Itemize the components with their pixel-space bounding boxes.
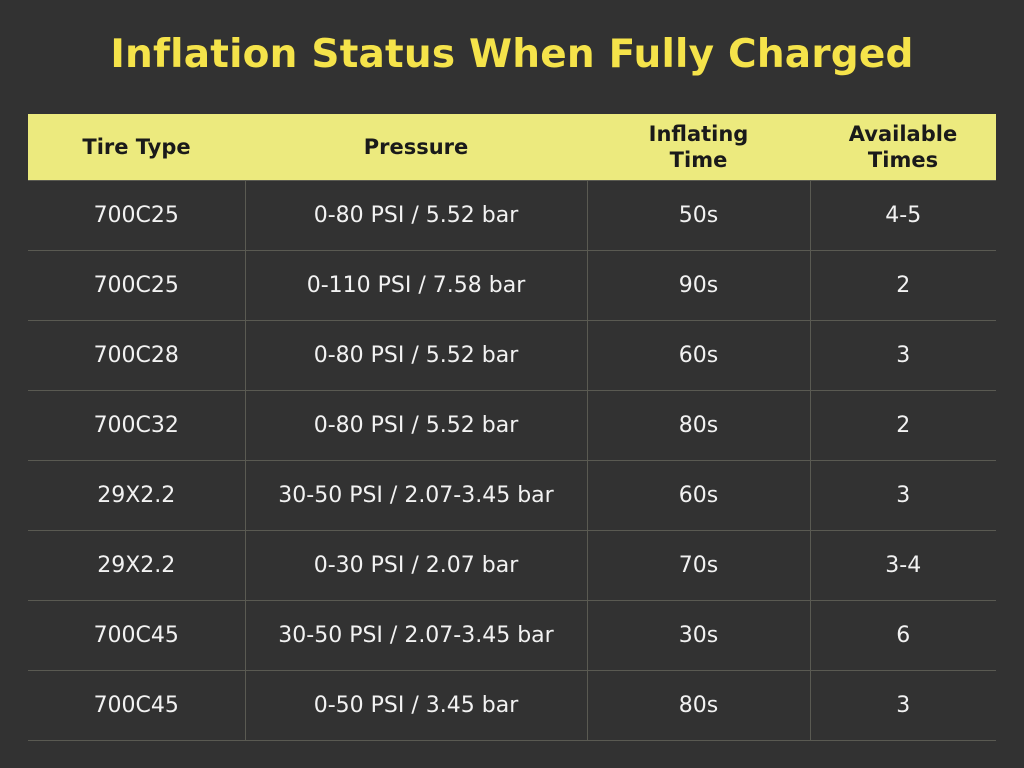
cell-inflating-time: 60s	[586, 460, 810, 531]
table-body: 700C25 0-80 PSI / 5.52 bar 50s 4-5 700C2…	[28, 180, 996, 741]
cell-tire-type: 700C32	[28, 390, 245, 461]
header-inflating-time: Inflating Time	[587, 114, 810, 181]
page-title: Inflation Status When Fully Charged	[110, 32, 914, 77]
cell-available-times: 3	[809, 670, 996, 741]
cell-pressure: 0-30 PSI / 2.07 bar	[244, 530, 587, 601]
table-header: Tire Type Pressure Inflating Time Availa…	[28, 114, 996, 181]
cell-pressure: 0-80 PSI / 5.52 bar	[244, 180, 587, 251]
cell-inflating-time: 30s	[586, 600, 810, 671]
table-row: 700C45 30-50 PSI / 2.07-3.45 bar 30s 6	[28, 600, 996, 671]
cell-available-times: 2	[809, 390, 996, 461]
table-row: 29X2.2 30-50 PSI / 2.07-3.45 bar 60s 3	[28, 460, 996, 531]
cell-inflating-time: 70s	[586, 530, 810, 601]
cell-tire-type: 700C28	[28, 320, 245, 391]
table-row: 700C45 0-50 PSI / 3.45 bar 80s 3	[28, 670, 996, 741]
header-available-times-line1: Available	[848, 122, 958, 146]
cell-inflating-time: 80s	[586, 390, 810, 461]
cell-available-times: 3	[809, 320, 996, 391]
cell-pressure: 0-50 PSI / 3.45 bar	[244, 670, 587, 741]
table-row: 700C32 0-80 PSI / 5.52 bar 80s 2	[28, 390, 996, 461]
table-row: 700C25 0-80 PSI / 5.52 bar 50s 4-5	[28, 180, 996, 251]
header-pressure: Pressure	[245, 114, 587, 181]
cell-pressure: 30-50 PSI / 2.07-3.45 bar	[244, 600, 587, 671]
cell-available-times: 3	[809, 460, 996, 531]
cell-inflating-time: 60s	[586, 320, 810, 391]
cell-available-times: 2	[809, 250, 996, 321]
cell-tire-type: 29X2.2	[28, 530, 245, 601]
cell-inflating-time: 90s	[586, 250, 810, 321]
header-row: Tire Type Pressure Inflating Time Availa…	[28, 114, 996, 181]
cell-pressure: 0-110 PSI / 7.58 bar	[244, 250, 587, 321]
header-available-times-line2: Times	[867, 148, 939, 172]
cell-tire-type: 700C45	[28, 670, 245, 741]
cell-inflating-time: 50s	[586, 180, 810, 251]
cell-tire-type: 29X2.2	[28, 460, 245, 531]
cell-available-times: 3-4	[809, 530, 996, 601]
cell-available-times: 6	[809, 600, 996, 671]
header-tire-type: Tire Type	[28, 114, 245, 181]
cell-tire-type: 700C25	[28, 180, 245, 251]
table-row: 700C25 0-110 PSI / 7.58 bar 90s 2	[28, 250, 996, 321]
header-inflating-time-line1: Inflating	[648, 122, 749, 146]
inflation-table: Tire Type Pressure Inflating Time Availa…	[28, 114, 996, 741]
table-row: 700C28 0-80 PSI / 5.52 bar 60s 3	[28, 320, 996, 391]
cell-tire-type: 700C25	[28, 250, 245, 321]
cell-pressure: 0-80 PSI / 5.52 bar	[244, 390, 587, 461]
header-available-times: Available Times	[810, 114, 996, 181]
table-row: 29X2.2 0-30 PSI / 2.07 bar 70s 3-4	[28, 530, 996, 601]
cell-pressure: 0-80 PSI / 5.52 bar	[244, 320, 587, 391]
cell-inflating-time: 80s	[586, 670, 810, 741]
cell-tire-type: 700C45	[28, 600, 245, 671]
cell-pressure: 30-50 PSI / 2.07-3.45 bar	[244, 460, 587, 531]
cell-available-times: 4-5	[809, 180, 996, 251]
header-inflating-time-line2: Time	[669, 148, 728, 172]
